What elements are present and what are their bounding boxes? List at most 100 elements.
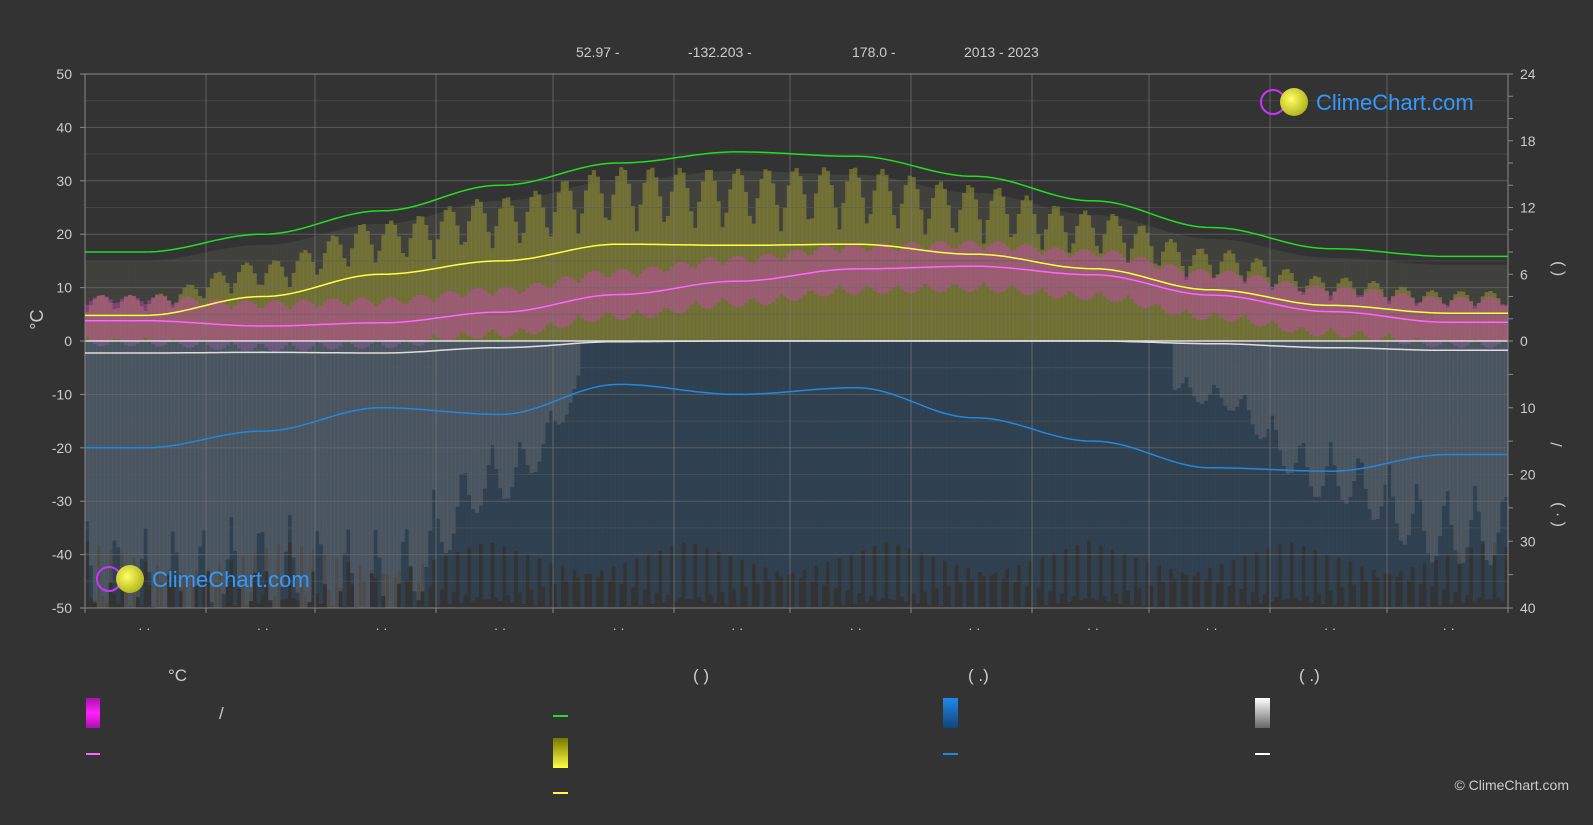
sunshine-bar: [1488, 290, 1493, 341]
y-left-tick-label: 50: [56, 66, 72, 82]
y-left-tick-label: 40: [56, 119, 72, 135]
sunshine-bar: [198, 296, 203, 341]
sunshine-bar: [942, 188, 947, 341]
sunshine-bar: [112, 309, 117, 341]
sunshine-bar: [1040, 249, 1045, 341]
sunshine-bar: [201, 298, 207, 341]
sunshine-bar: [1184, 279, 1189, 341]
snow-bar: [1176, 341, 1181, 389]
precip-bar: [658, 341, 663, 551]
sunshine-bar: [934, 184, 940, 341]
precip-bar: [1242, 341, 1248, 557]
precip-bar: [1488, 341, 1493, 600]
precip-bar: [845, 341, 850, 591]
precip-bar: [841, 341, 846, 606]
sunshine-bar: [116, 308, 121, 341]
precip-bar: [1219, 341, 1224, 565]
sunshine-bar: [307, 253, 312, 341]
sunshine-bar: [977, 219, 983, 341]
precip-bar: [108, 341, 113, 550]
snow-bar: [139, 341, 144, 559]
sunshine-bar: [1094, 245, 1100, 341]
sunshine-bar: [1445, 307, 1450, 341]
precip-bar: [572, 341, 577, 571]
snow-bar: [279, 341, 285, 587]
sunshine-bar: [548, 236, 554, 341]
precip-bar: [724, 341, 729, 605]
precip-bar: [221, 341, 226, 607]
precip-bar: [287, 341, 293, 543]
sunshine-bar: [841, 202, 846, 341]
sunshine-bar: [880, 168, 885, 341]
snow-bar: [237, 341, 242, 587]
daylight-bar: [1328, 257, 1333, 341]
sunshine-bar: [159, 293, 164, 341]
sunshine-bar: [494, 226, 499, 341]
precip-bar: [350, 341, 355, 585]
sunshine-bar: [599, 193, 604, 341]
snow-bar: [1418, 341, 1423, 500]
snow-bar: [268, 341, 273, 601]
precip-bar: [1410, 341, 1415, 568]
sunshine-bar: [1469, 301, 1474, 341]
precip-bar: [1036, 341, 1041, 589]
precip-bar: [1001, 341, 1006, 580]
sunshine-bar: [630, 206, 636, 341]
y-right-top-tick-label: 0: [1520, 333, 1528, 349]
snow-bar: [342, 341, 347, 554]
climate-chart: 50 40 30 20 10 0 -10 -20 -30 -40 -50 °C 24 18 12 6 0 10 20…: [27, 66, 1566, 636]
snow-bar: [1196, 341, 1201, 403]
sunshine-bar: [654, 177, 659, 341]
precip-bar: [1301, 341, 1306, 547]
sunshine-bar: [833, 207, 838, 341]
sunshine-bar: [1153, 263, 1158, 341]
sunshine-bar: [810, 218, 815, 341]
precip-bar: [720, 341, 725, 593]
daylight-bar: [1504, 264, 1509, 341]
sunshine-bar: [467, 221, 472, 341]
snow-bar: [194, 341, 199, 587]
x-tick-label: · ·: [612, 621, 624, 636]
sunshine-bar: [966, 185, 971, 341]
precip-bar: [638, 341, 643, 606]
sunshine-bar: [1453, 294, 1458, 341]
sunshine-bar: [529, 196, 534, 341]
snow-bar: [486, 341, 491, 466]
daylight-bar: [147, 260, 152, 341]
sunshine-bar: [143, 311, 148, 341]
sunshine-bar: [997, 187, 1002, 341]
sunshine-bar: [252, 273, 257, 341]
precip-bar: [506, 341, 511, 596]
precip-bar: [767, 341, 772, 581]
sunshine-bar: [127, 294, 133, 341]
sunshine-bar: [584, 190, 589, 341]
sunshine-bar: [1032, 213, 1037, 341]
snow-bar: [1336, 341, 1341, 487]
precip-bar: [1504, 341, 1509, 548]
snow-bar: [1387, 341, 1392, 465]
precip-bar: [860, 341, 866, 551]
precip-bar: [981, 341, 986, 577]
precip-bar: [560, 341, 565, 567]
precip-bar: [938, 341, 944, 606]
sunshine-bar: [1207, 264, 1213, 341]
sunshine-bar: [1008, 236, 1014, 341]
y-right-top-tick-label: 18: [1520, 133, 1536, 149]
snow-bar: [576, 341, 581, 376]
sunshine-bar: [755, 198, 760, 341]
snow-bar: [1441, 341, 1447, 506]
precip-bar: [1106, 341, 1111, 603]
precip-bar: [837, 341, 842, 559]
sunshine-bar: [1484, 292, 1489, 341]
precip-bar: [529, 341, 534, 590]
precip-bar: [689, 341, 694, 600]
precip-bar: [541, 341, 546, 588]
precip-bar: [934, 341, 940, 589]
precip-bar: [1305, 341, 1310, 596]
elevation-text: 178.0 -: [852, 44, 896, 60]
sunshine-bar: [767, 170, 772, 341]
logo-sun-icon: [116, 565, 144, 593]
daylight-bar: [1418, 263, 1423, 341]
sunshine-bar: [361, 224, 367, 341]
sunshine-bar: [209, 278, 215, 341]
